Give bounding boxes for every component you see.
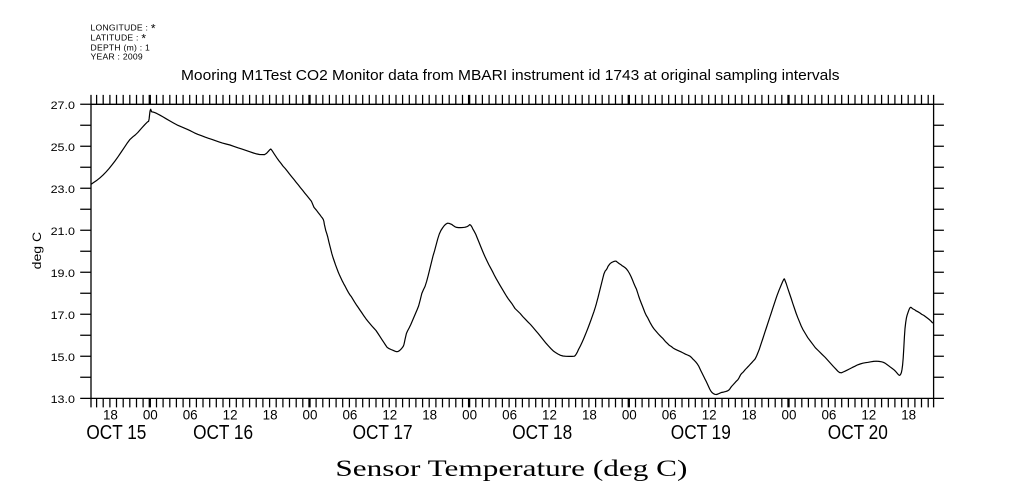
svg-text:YEAR : 2009: YEAR : 2009	[91, 52, 143, 62]
svg-text:deg C: deg C	[32, 232, 44, 270]
svg-text:OCT 18: OCT 18	[512, 422, 572, 444]
svg-text:12: 12	[861, 407, 876, 422]
svg-text:23.0: 23.0	[51, 184, 75, 196]
svg-text:06: 06	[662, 407, 677, 422]
svg-text:06: 06	[183, 407, 198, 422]
svg-text:18: 18	[901, 407, 916, 422]
svg-text:Sensor Temperature (deg C): Sensor Temperature (deg C)	[335, 456, 687, 482]
svg-text:12: 12	[382, 407, 397, 422]
svg-text:00: 00	[303, 407, 318, 422]
svg-text:18: 18	[582, 407, 597, 422]
svg-text:12: 12	[542, 407, 557, 422]
svg-text:00: 00	[782, 407, 797, 422]
svg-text:00: 00	[462, 407, 477, 422]
svg-text:27.0: 27.0	[51, 100, 75, 112]
svg-text:17.0: 17.0	[51, 310, 75, 322]
svg-text:19.0: 19.0	[51, 268, 75, 280]
svg-text:06: 06	[342, 407, 357, 422]
svg-text:18: 18	[103, 407, 118, 422]
svg-text:15.0: 15.0	[51, 352, 75, 364]
svg-text:OCT 16: OCT 16	[193, 422, 253, 444]
svg-text:06: 06	[502, 407, 517, 422]
svg-text:18: 18	[422, 407, 437, 422]
svg-text:OCT 17: OCT 17	[353, 422, 413, 444]
svg-text:12: 12	[223, 407, 238, 422]
svg-text:OCT 19: OCT 19	[671, 422, 731, 444]
svg-text:13.0: 13.0	[51, 394, 75, 406]
svg-text:LATITUDE : *: LATITUDE : *	[91, 32, 147, 46]
svg-text:18: 18	[263, 407, 278, 422]
svg-text:00: 00	[143, 407, 158, 422]
svg-text:OCT 20: OCT 20	[828, 422, 888, 444]
svg-text:18: 18	[742, 407, 757, 422]
svg-text:12: 12	[702, 407, 717, 422]
svg-text:LONGITUDE : *: LONGITUDE : *	[91, 22, 156, 36]
svg-text:Mooring M1Test CO2 Monitor dat: Mooring M1Test CO2 Monitor data from MBA…	[181, 67, 840, 84]
svg-text:OCT 15: OCT 15	[86, 422, 146, 444]
svg-text:DEPTH (m) : 1: DEPTH (m) : 1	[91, 43, 151, 53]
svg-text:06: 06	[821, 407, 836, 422]
svg-text:25.0: 25.0	[51, 142, 75, 154]
svg-text:00: 00	[622, 407, 637, 422]
svg-text:21.0: 21.0	[51, 226, 75, 238]
